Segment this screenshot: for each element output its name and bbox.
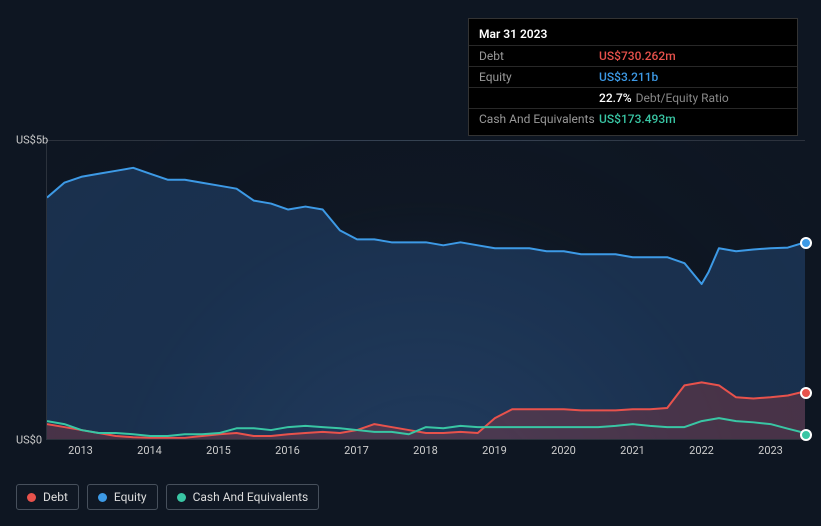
tooltip-row-suffix: Debt/Equity Ratio	[636, 91, 729, 105]
chart-plot-area[interactable]	[46, 140, 805, 440]
tooltip-row: 22.7% Debt/Equity Ratio	[469, 87, 797, 108]
tooltip-row-value: 22.7%	[599, 91, 632, 105]
legend-dot-icon	[98, 493, 107, 502]
tooltip-row: DebtUS$730.262m	[469, 45, 797, 66]
tooltip-row-label: Equity	[479, 70, 599, 84]
legend-dot-icon	[27, 493, 36, 502]
tooltip-rows: DebtUS$730.262mEquityUS$3.211b22.7%Debt/…	[469, 45, 797, 129]
y-axis-label: US$0	[16, 434, 56, 447]
x-axis-label: 2021	[620, 444, 645, 457]
tooltip-row-label: Debt	[479, 49, 599, 63]
chart-container: 2013 2014 2015 2016 2017 2018 2019 2020 2021 2022…	[16, 130, 805, 460]
x-axis-label: 2020	[551, 444, 576, 457]
x-axis-label: 2016	[275, 444, 300, 457]
tooltip-row: Cash And EquivalentsUS$173.493m	[469, 108, 797, 129]
legend-item[interactable]: Equity	[87, 484, 158, 510]
legend-item[interactable]: Debt	[16, 484, 79, 510]
x-axis-label: 2022	[689, 444, 714, 457]
tooltip-row: EquityUS$3.211b	[469, 66, 797, 87]
chart-tooltip: Mar 31 2023 DebtUS$730.262mEquityUS$3.21…	[468, 18, 798, 136]
chart-svg	[47, 141, 805, 439]
x-axis-label: 2013	[68, 444, 93, 457]
legend-label: Equity	[114, 490, 147, 504]
legend-label: Debt	[43, 490, 68, 504]
series-end-marker	[800, 237, 812, 249]
legend-dot-icon	[177, 493, 186, 502]
x-axis-label: 2017	[344, 444, 369, 457]
tooltip-row-label	[479, 91, 599, 105]
series-end-marker	[800, 429, 812, 441]
tooltip-row-value: US$173.493m	[599, 112, 676, 126]
x-axis-label: 2018	[413, 444, 438, 457]
tooltip-row-label: Cash And Equivalents	[479, 112, 599, 126]
chart-legend: Debt Equity Cash And Equivalents	[16, 484, 319, 510]
x-axis-label: 2019	[482, 444, 507, 457]
x-axis-label: 2023	[758, 444, 783, 457]
series-end-marker	[800, 387, 812, 399]
x-axis-label: 2014	[137, 444, 162, 457]
legend-label: Cash And Equivalents	[193, 490, 309, 504]
x-axis-ticks: 2013 2014 2015 2016 2017 2018 2019 2020 2021 2022…	[46, 444, 805, 464]
legend-item[interactable]: Cash And Equivalents	[166, 484, 320, 510]
y-axis-label: US$5b	[16, 134, 56, 147]
tooltip-date: Mar 31 2023	[469, 25, 797, 45]
tooltip-row-value: US$3.211b	[599, 70, 658, 84]
x-axis-label: 2015	[206, 444, 231, 457]
tooltip-row-value: US$730.262m	[599, 49, 676, 63]
